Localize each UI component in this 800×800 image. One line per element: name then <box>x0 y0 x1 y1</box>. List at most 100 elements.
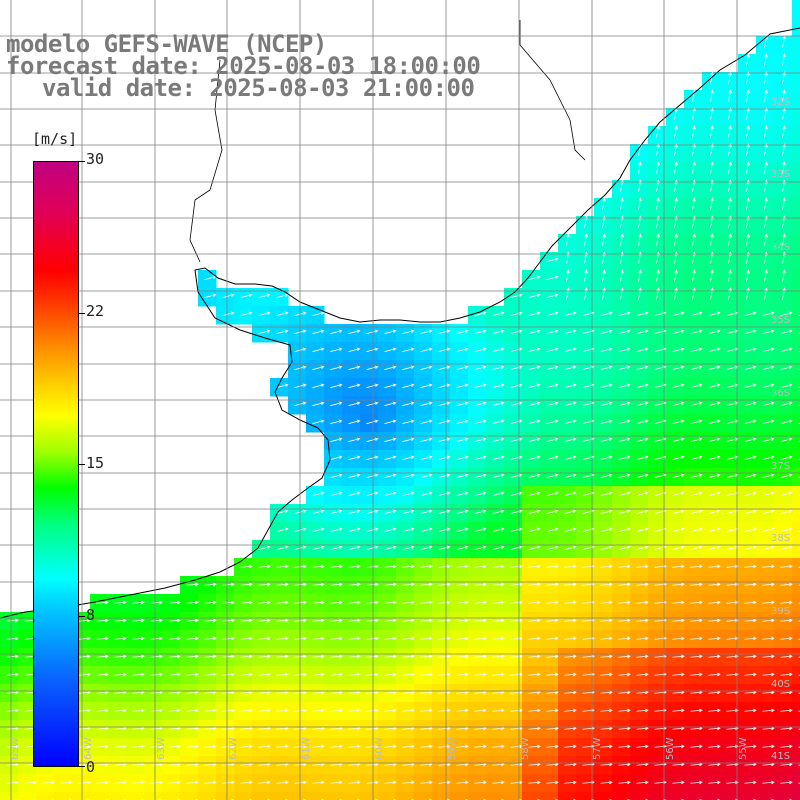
wind-arrow <box>780 582 793 587</box>
wind-arrow <box>348 455 361 461</box>
wind-arrow <box>474 419 487 425</box>
wind-arrow <box>726 437 739 443</box>
wind-arrow <box>656 233 660 246</box>
wind-arrow <box>600 347 613 353</box>
wind-arrow <box>186 762 199 767</box>
wind-arrow <box>573 798 577 800</box>
wind-arrow <box>744 618 757 623</box>
wind-arrow <box>456 437 469 443</box>
wind-arrow <box>330 600 343 605</box>
wind-arrow <box>546 527 559 533</box>
wind-arrow <box>602 269 606 282</box>
colorbar-tick-label: 0 <box>86 758 96 776</box>
wind-arrow <box>546 311 559 317</box>
wind-arrow <box>744 636 757 641</box>
wind-arrow <box>384 618 397 623</box>
wind-arrow <box>114 780 127 785</box>
wind-arrow <box>78 672 91 677</box>
wind-arrow <box>762 311 775 317</box>
wind-arrow <box>438 708 451 713</box>
wind-arrow <box>402 708 415 713</box>
wind-arrow <box>510 780 523 785</box>
wind-arrow <box>456 347 469 353</box>
wind-cell <box>792 216 800 235</box>
wind-arrow <box>330 780 343 785</box>
wind-arrow <box>492 545 505 551</box>
wind-arrow <box>708 672 721 677</box>
wind-arrow <box>312 690 325 695</box>
wind-arrow <box>690 347 703 353</box>
wind-arrow <box>618 347 631 353</box>
wind-arrow <box>602 233 606 246</box>
wind-arrow <box>456 545 469 551</box>
longitude-label: 58W <box>520 737 531 760</box>
wind-arrow <box>564 672 577 677</box>
wind-arrow <box>96 762 109 767</box>
wind-arrow <box>638 161 642 174</box>
wind-arrow <box>402 383 415 389</box>
wind-arrow <box>204 600 217 605</box>
wind-arrow <box>420 473 433 479</box>
wind-arrow <box>222 690 235 695</box>
wind-arrow <box>780 455 793 461</box>
wind-arrow <box>150 618 163 623</box>
wind-cell <box>432 792 451 800</box>
wind-arrow <box>546 690 559 695</box>
wind-arrow <box>744 780 757 785</box>
wind-arrow <box>744 582 757 587</box>
wind-arrow <box>566 287 570 300</box>
wind-arrow <box>528 618 541 623</box>
wind-arrow <box>690 636 703 641</box>
wind-arrow <box>690 437 703 443</box>
wind-arrow <box>636 780 649 785</box>
wind-cell <box>558 792 577 800</box>
wind-arrow <box>546 545 559 551</box>
wind-arrow <box>258 744 271 749</box>
wind-arrow <box>492 762 505 767</box>
wind-arrow <box>564 365 577 371</box>
wind-arrow <box>240 311 253 317</box>
wind-arrow <box>672 473 685 479</box>
wind-cell <box>576 792 595 800</box>
wind-arrow <box>438 636 451 641</box>
wind-arrow <box>384 726 397 731</box>
wind-arrow <box>618 473 631 479</box>
wind-arrow <box>96 744 109 749</box>
wind-arrow <box>240 636 253 641</box>
longitude-label: 63W <box>156 737 167 760</box>
wind-arrow <box>618 311 631 317</box>
wind-arrow <box>6 690 19 695</box>
wind-arrow <box>708 600 721 605</box>
wind-arrow <box>618 527 631 533</box>
wind-arrow <box>240 690 253 695</box>
wind-arrow <box>600 654 613 659</box>
wind-arrow <box>222 618 235 623</box>
wind-arrow <box>186 726 199 731</box>
wind-arrow <box>618 365 631 371</box>
wind-arrow <box>618 636 631 641</box>
wind-arrow <box>636 545 649 551</box>
wind-arrow <box>78 726 91 731</box>
wind-arrow <box>744 527 757 533</box>
wind-arrow <box>258 690 271 695</box>
wind-arrow <box>528 329 541 335</box>
wind-arrow <box>762 365 775 371</box>
wind-arrow <box>492 780 505 785</box>
wind-arrow <box>24 780 37 785</box>
wind-arrow <box>708 545 721 551</box>
wind-arrow <box>546 365 559 371</box>
wind-arrow <box>132 654 145 659</box>
wind-arrow <box>600 708 613 713</box>
wind-arrow <box>710 287 714 300</box>
wind-arrow <box>312 708 325 713</box>
wind-arrow <box>348 708 361 713</box>
wind-arrow <box>780 365 793 371</box>
wind-arrow <box>366 780 379 785</box>
wind-arrow <box>744 455 757 461</box>
wind-arrow <box>764 107 768 120</box>
wind-arrow <box>78 690 91 695</box>
wind-arrow <box>566 233 570 246</box>
wind-arrow <box>618 762 631 767</box>
wind-arrow <box>240 708 253 713</box>
wind-arrow <box>402 690 415 695</box>
